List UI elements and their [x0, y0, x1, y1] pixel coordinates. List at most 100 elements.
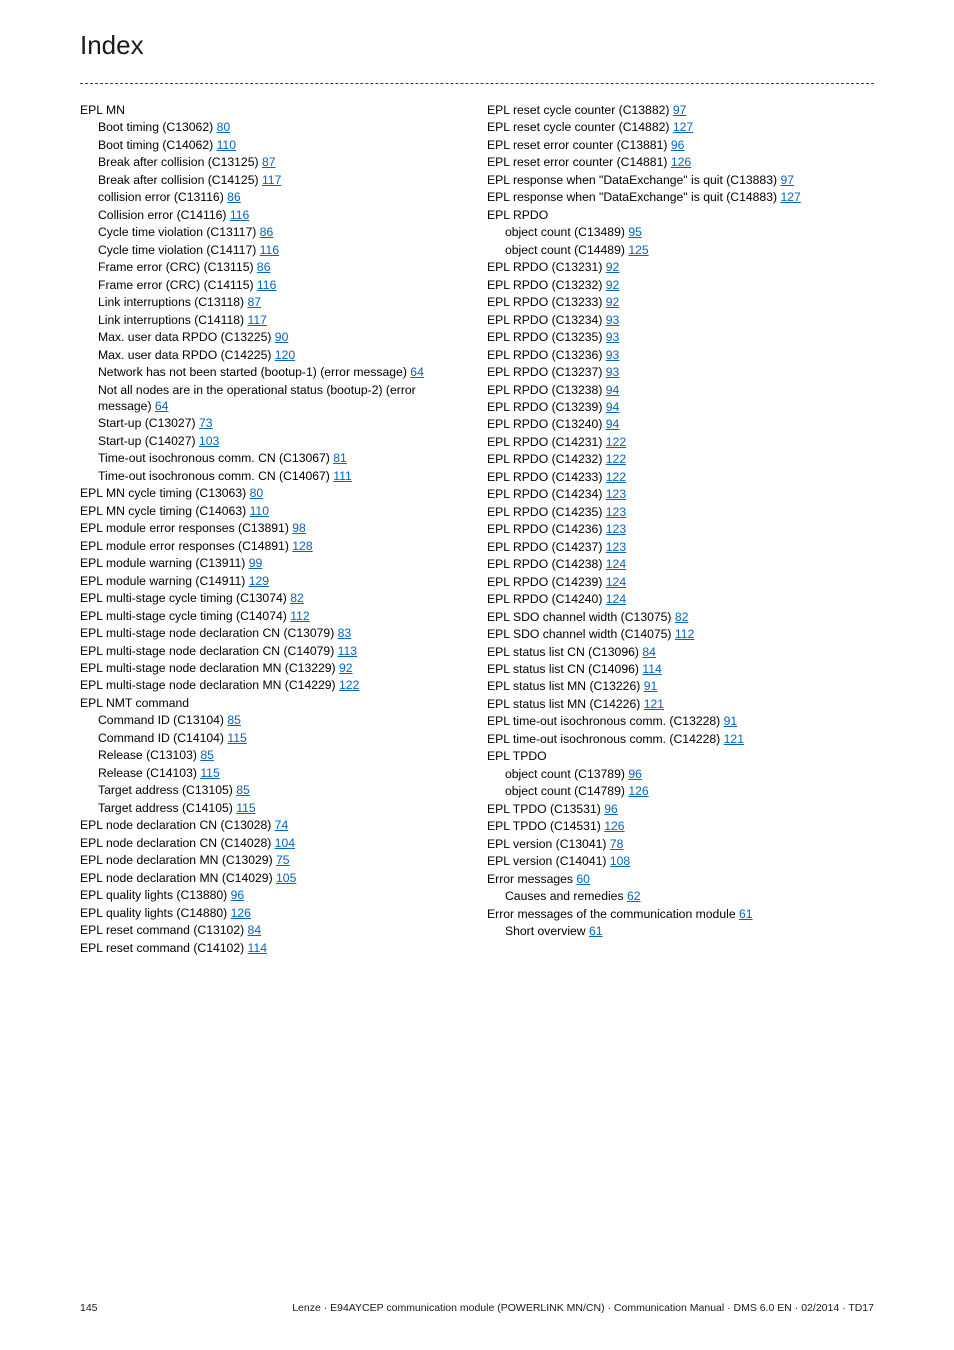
index-entry: Target address (C13105) 85 [80, 782, 467, 798]
index-page-link[interactable]: 105 [276, 871, 296, 885]
index-entry-text: EPL RPDO (C14237) [487, 540, 602, 554]
index-page-link[interactable]: 92 [606, 260, 620, 274]
index-entry-text: EPL RPDO (C14233) [487, 470, 602, 484]
index-page-link[interactable]: 110 [250, 504, 269, 518]
index-page-link[interactable]: 93 [606, 365, 620, 379]
index-page-link[interactable]: 129 [249, 574, 269, 588]
index-page-link[interactable]: 74 [275, 818, 289, 832]
index-page-link[interactable]: 126 [231, 906, 251, 920]
index-page-link[interactable]: 96 [604, 802, 618, 816]
index-page-link[interactable]: 120 [275, 348, 295, 362]
index-page-link[interactable]: 123 [606, 540, 626, 554]
index-page-link[interactable]: 115 [227, 731, 246, 745]
index-entry: EPL RPDO (C14236) 123 [487, 521, 874, 537]
index-page-link[interactable]: 108 [610, 854, 630, 868]
index-page-link[interactable]: 61 [739, 907, 753, 921]
index-page-link[interactable]: 121 [724, 732, 744, 746]
index-entry-text: Network has not been started (bootup-1) … [98, 365, 407, 379]
index-page-link[interactable]: 85 [236, 783, 250, 797]
index-page-link[interactable]: 112 [290, 609, 309, 623]
index-page-link[interactable]: 93 [606, 348, 620, 362]
index-page-link[interactable]: 123 [606, 522, 626, 536]
index-page-link[interactable]: 112 [675, 627, 694, 641]
index-page-link[interactable]: 86 [227, 190, 241, 204]
index-page-link[interactable]: 85 [227, 713, 241, 727]
index-page-link[interactable]: 94 [606, 400, 620, 414]
index-page-link[interactable]: 124 [606, 557, 626, 571]
index-page-link[interactable]: 104 [275, 836, 295, 850]
index-page-link[interactable]: 82 [290, 591, 304, 605]
index-page-link[interactable]: 73 [199, 416, 213, 430]
index-page-link[interactable]: 62 [627, 889, 641, 903]
index-page-link[interactable]: 123 [606, 505, 626, 519]
index-page-link[interactable]: 114 [642, 662, 661, 676]
index-page-link[interactable]: 126 [604, 819, 624, 833]
index-page-link[interactable]: 86 [257, 260, 271, 274]
index-page-link[interactable]: 115 [200, 766, 219, 780]
index-page-link[interactable]: 110 [217, 138, 236, 152]
index-page-link[interactable]: 124 [606, 592, 626, 606]
index-page-link[interactable]: 116 [257, 278, 276, 292]
index-page-link[interactable]: 91 [724, 714, 738, 728]
index-page-link[interactable]: 126 [628, 784, 648, 798]
index-page-link[interactable]: 115 [236, 801, 255, 815]
index-page-link[interactable]: 124 [606, 575, 626, 589]
index-page-link[interactable]: 116 [230, 208, 249, 222]
index-page-link[interactable]: 96 [671, 138, 685, 152]
index-page-link[interactable]: 85 [200, 748, 214, 762]
index-page-link[interactable]: 117 [248, 313, 267, 327]
index-page-link[interactable]: 125 [628, 243, 648, 257]
index-entry: Cycle time violation (C13117) 86 [80, 224, 467, 240]
index-page-link[interactable]: 128 [292, 539, 312, 553]
index-page-link[interactable]: 61 [589, 924, 603, 938]
index-page-link[interactable]: 127 [780, 190, 800, 204]
index-page-link[interactable]: 93 [606, 330, 620, 344]
index-page-link[interactable]: 103 [199, 434, 219, 448]
index-page-link[interactable]: 96 [628, 767, 642, 781]
index-page-link[interactable]: 84 [642, 645, 656, 659]
index-page-link[interactable]: 82 [675, 610, 689, 624]
index-page-link[interactable]: 87 [262, 155, 276, 169]
index-page-link[interactable]: 95 [628, 225, 642, 239]
index-page-link[interactable]: 64 [410, 365, 424, 379]
index-page-link[interactable]: 127 [673, 120, 693, 134]
index-page-link[interactable]: 93 [606, 313, 620, 327]
index-page-link[interactable]: 60 [576, 872, 590, 886]
index-page-link[interactable]: 92 [339, 661, 353, 675]
index-entry: EPL RPDO (C14238) 124 [487, 556, 874, 572]
index-page-link[interactable]: 94 [606, 417, 620, 431]
index-page-link[interactable]: 98 [292, 521, 306, 535]
index-page-link[interactable]: 122 [606, 435, 626, 449]
index-page-link[interactable]: 122 [606, 452, 626, 466]
index-page-link[interactable]: 94 [606, 383, 620, 397]
index-page-link[interactable]: 96 [231, 888, 245, 902]
index-page-link[interactable]: 87 [248, 295, 262, 309]
index-page-link[interactable]: 97 [673, 103, 687, 117]
index-page-link[interactable]: 80 [217, 120, 231, 134]
index-page-link[interactable]: 90 [275, 330, 289, 344]
index-page-link[interactable]: 92 [606, 295, 620, 309]
index-page-link[interactable]: 78 [610, 837, 624, 851]
index-page-link[interactable]: 126 [671, 155, 691, 169]
index-page-link[interactable]: 117 [262, 173, 281, 187]
index-page-link[interactable]: 92 [606, 278, 620, 292]
index-page-link[interactable]: 122 [606, 470, 626, 484]
index-page-link[interactable]: 116 [260, 243, 279, 257]
index-page-link[interactable]: 121 [644, 697, 664, 711]
index-page-link[interactable]: 86 [260, 225, 274, 239]
index-page-link[interactable]: 75 [276, 853, 290, 867]
index-page-link[interactable]: 122 [339, 678, 359, 692]
index-page-link[interactable]: 113 [338, 644, 357, 658]
index-entry: Causes and remedies 62 [487, 888, 874, 904]
index-page-link[interactable]: 83 [338, 626, 352, 640]
index-page-link[interactable]: 97 [780, 173, 794, 187]
index-page-link[interactable]: 81 [333, 451, 347, 465]
index-page-link[interactable]: 123 [606, 487, 626, 501]
index-page-link[interactable]: 80 [250, 486, 264, 500]
index-page-link[interactable]: 84 [248, 923, 262, 937]
index-page-link[interactable]: 91 [644, 679, 658, 693]
index-page-link[interactable]: 99 [249, 556, 263, 570]
index-page-link[interactable]: 114 [248, 941, 267, 955]
index-page-link[interactable]: 111 [333, 469, 352, 483]
index-page-link[interactable]: 64 [155, 399, 169, 413]
